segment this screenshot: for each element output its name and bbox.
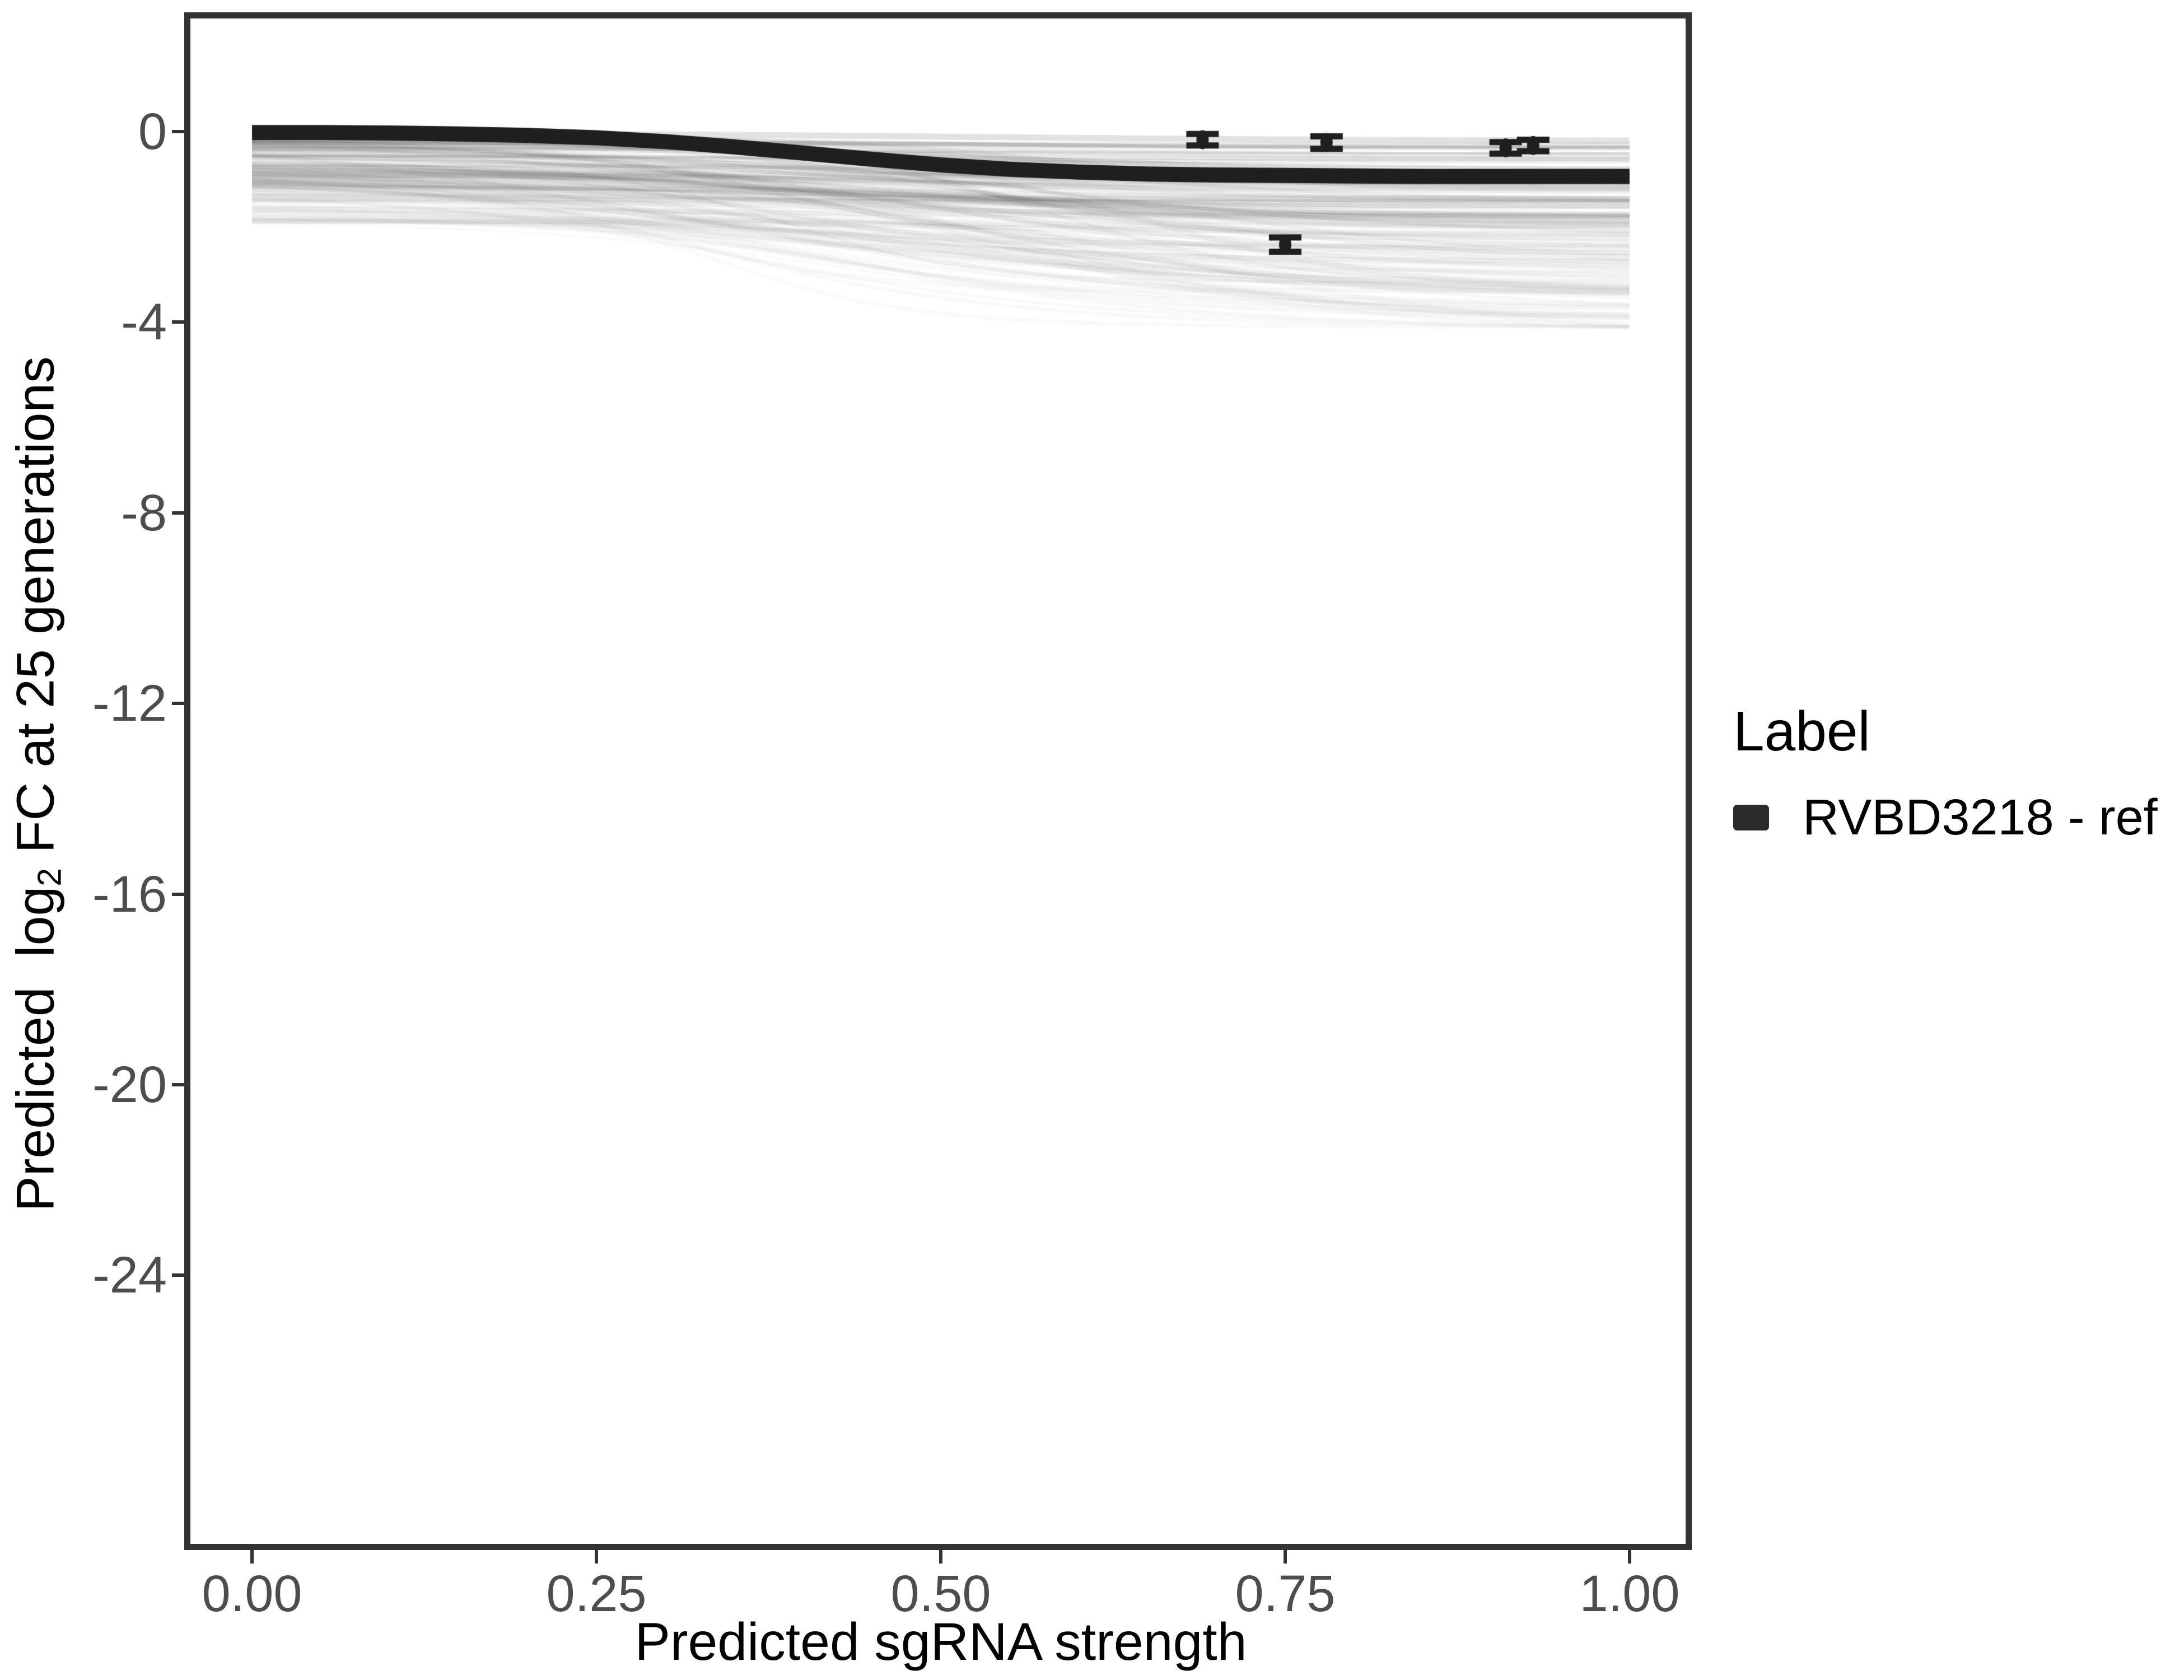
y-tick-label: -24 (92, 1247, 167, 1304)
y-tick-label: -4 (121, 293, 167, 351)
legend-entry: RVBD3218 - ref (1733, 791, 2158, 844)
y-tick-label: -20 (92, 1056, 167, 1113)
y-tick-mark (172, 1273, 184, 1277)
x-tick-mark (939, 1550, 942, 1564)
x-axis-title: Predicted sgRNA strength (634, 1612, 1247, 1672)
y-tick-label: 0 (138, 103, 167, 160)
plot-panel-border (184, 12, 1692, 1550)
x-tick-label: 1.00 (1579, 1565, 1680, 1622)
x-tick-label: 0.50 (890, 1565, 991, 1622)
legend-title: Label (1733, 700, 1870, 763)
x-tick-mark (1284, 1550, 1287, 1564)
y-tick-label: -16 (92, 865, 167, 923)
y-tick-mark (172, 511, 184, 515)
y-axis-title: Predicted log2 FC at 25 generations (6, 356, 69, 1211)
y-tick-mark (172, 320, 184, 324)
x-tick-label: 0.00 (202, 1565, 302, 1622)
y-tick-mark (172, 130, 184, 133)
legend: Label RVBD3218 - ref (1733, 700, 2158, 844)
x-tick-label: 0.25 (546, 1565, 647, 1622)
y-tick-mark (172, 892, 184, 896)
x-tick-mark (250, 1550, 254, 1564)
x-tick-mark (595, 1550, 598, 1564)
y-tick-mark (172, 702, 184, 706)
x-tick-mark (1628, 1550, 1631, 1564)
legend-entry-label: RVBD3218 - ref (1803, 790, 2158, 846)
x-tick-label: 0.75 (1235, 1565, 1336, 1622)
y-axis-title-prefix: Predicted log (6, 886, 66, 1212)
y-tick-label: -12 (92, 675, 167, 732)
y-axis-title-subscript: 2 (31, 867, 68, 886)
y-axis-title-suffix: FC at 25 generations (6, 356, 66, 868)
y-tick-mark (172, 1083, 184, 1086)
y-tick-label: -8 (121, 484, 167, 542)
legend-key-swatch (1733, 805, 1769, 830)
